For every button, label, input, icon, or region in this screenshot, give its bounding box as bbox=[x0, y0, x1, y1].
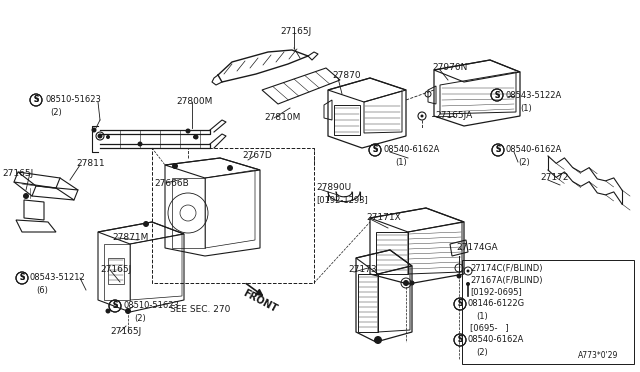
Text: S: S bbox=[458, 336, 463, 344]
Text: 08543-51212: 08543-51212 bbox=[30, 273, 86, 282]
Text: S: S bbox=[495, 145, 500, 154]
Text: [0695-   ]: [0695- ] bbox=[470, 324, 509, 333]
Text: S: S bbox=[33, 96, 38, 105]
Text: 27171X: 27171X bbox=[366, 214, 401, 222]
Text: S: S bbox=[494, 90, 500, 99]
Text: S: S bbox=[458, 299, 463, 308]
Circle shape bbox=[23, 193, 29, 199]
Text: S: S bbox=[372, 145, 378, 154]
Circle shape bbox=[92, 128, 97, 132]
Text: S: S bbox=[458, 336, 463, 344]
Circle shape bbox=[456, 273, 461, 279]
Text: S: S bbox=[112, 301, 118, 311]
Text: SEE SEC. 270: SEE SEC. 270 bbox=[170, 305, 230, 314]
Text: 27890U: 27890U bbox=[316, 183, 351, 192]
Text: S: S bbox=[33, 96, 38, 105]
Text: 08540-6162A: 08540-6162A bbox=[468, 336, 524, 344]
Circle shape bbox=[138, 141, 143, 147]
Text: 2767D: 2767D bbox=[242, 151, 272, 160]
Text: (2): (2) bbox=[476, 347, 488, 356]
Circle shape bbox=[410, 280, 415, 285]
Circle shape bbox=[193, 135, 197, 139]
Text: S: S bbox=[19, 273, 25, 282]
Text: 27666B: 27666B bbox=[154, 179, 189, 187]
Text: S: S bbox=[495, 145, 500, 154]
Text: 27165JA: 27165JA bbox=[435, 112, 472, 121]
Circle shape bbox=[106, 308, 111, 314]
Circle shape bbox=[106, 135, 110, 139]
Text: 08510-51623: 08510-51623 bbox=[123, 301, 179, 311]
Text: S: S bbox=[494, 90, 500, 99]
Text: 27174GA: 27174GA bbox=[456, 244, 498, 253]
Text: 27810M: 27810M bbox=[264, 113, 300, 122]
Text: S: S bbox=[19, 273, 25, 282]
Text: A773*0'29: A773*0'29 bbox=[578, 352, 618, 360]
Circle shape bbox=[143, 221, 149, 227]
Text: 08510-51623: 08510-51623 bbox=[46, 96, 102, 105]
Text: (1): (1) bbox=[395, 158, 407, 167]
Text: 27165J: 27165J bbox=[100, 266, 131, 275]
Text: FRONT: FRONT bbox=[241, 288, 279, 314]
Text: 27811: 27811 bbox=[76, 158, 104, 167]
Circle shape bbox=[227, 165, 233, 171]
Text: 27173: 27173 bbox=[348, 266, 376, 275]
Circle shape bbox=[403, 280, 409, 286]
Text: (2): (2) bbox=[134, 314, 146, 324]
Text: S: S bbox=[458, 299, 463, 308]
Circle shape bbox=[186, 128, 191, 134]
Text: 27165J: 27165J bbox=[280, 28, 311, 36]
Text: S: S bbox=[372, 145, 378, 154]
Text: (1): (1) bbox=[520, 103, 532, 112]
Circle shape bbox=[467, 269, 470, 273]
Text: 08543-5122A: 08543-5122A bbox=[505, 90, 561, 99]
Circle shape bbox=[97, 134, 102, 138]
Circle shape bbox=[420, 115, 424, 118]
Circle shape bbox=[125, 308, 131, 314]
Text: 27870: 27870 bbox=[332, 71, 360, 80]
Text: [0192-1293]: [0192-1293] bbox=[316, 196, 368, 205]
Text: 27970N: 27970N bbox=[432, 64, 467, 73]
Text: 27800M: 27800M bbox=[176, 97, 212, 106]
Circle shape bbox=[172, 163, 178, 169]
Text: 08540-6162A: 08540-6162A bbox=[383, 145, 440, 154]
Text: (2): (2) bbox=[518, 158, 530, 167]
Text: 27871M: 27871M bbox=[112, 234, 148, 243]
Circle shape bbox=[193, 135, 198, 140]
Text: 08146-6122G: 08146-6122G bbox=[468, 299, 525, 308]
Text: 27172: 27172 bbox=[540, 173, 568, 183]
Text: 27165J: 27165J bbox=[2, 169, 33, 177]
Text: 27167A(F/BLIND): 27167A(F/BLIND) bbox=[470, 276, 543, 285]
Circle shape bbox=[466, 282, 470, 286]
Text: S: S bbox=[112, 301, 118, 311]
Text: 27165J: 27165J bbox=[110, 327, 141, 337]
Text: (1): (1) bbox=[476, 311, 488, 321]
Text: 08540-6162A: 08540-6162A bbox=[506, 145, 563, 154]
Text: [0192-0695]: [0192-0695] bbox=[470, 288, 522, 296]
Text: 27174C(F/BLIND): 27174C(F/BLIND) bbox=[470, 263, 543, 273]
Text: (2): (2) bbox=[50, 109, 61, 118]
Circle shape bbox=[374, 336, 382, 344]
Text: (6): (6) bbox=[36, 286, 48, 295]
